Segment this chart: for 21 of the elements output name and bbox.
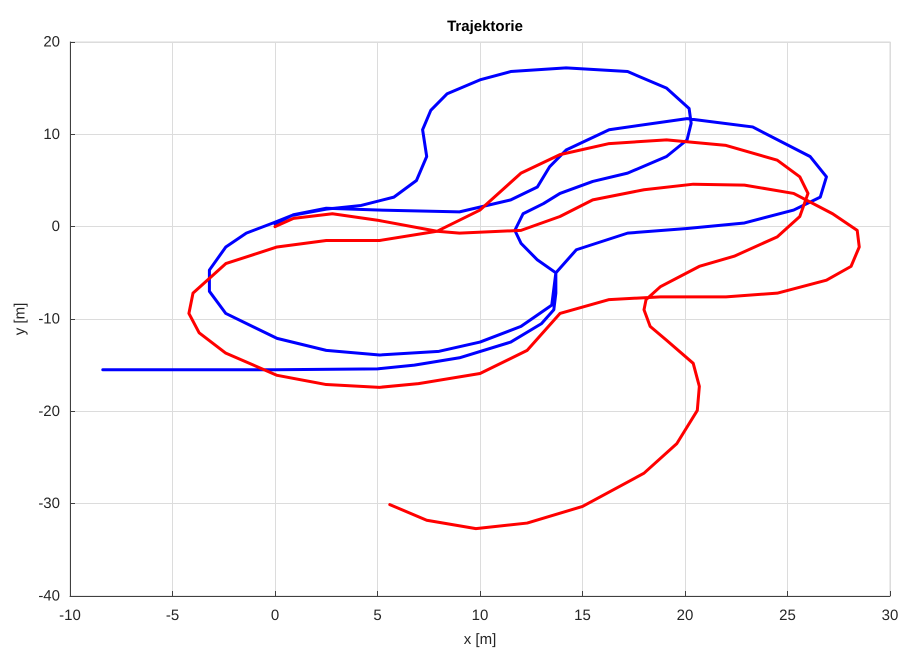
x-tick-label: 5 (373, 607, 382, 624)
y-tick-label: 0 (52, 218, 60, 236)
y-tick-label: -30 (38, 495, 60, 512)
y-tick-label: -20 (38, 402, 60, 420)
y-tick-label: 10 (43, 126, 60, 143)
x-axis-title: x [m] (464, 631, 496, 648)
x-tick-label: 0 (270, 607, 280, 624)
y-tick-label: -10 (38, 310, 60, 328)
x-tick-label: 20 (676, 607, 694, 624)
line-series (187, 138, 861, 530)
x-tick-label: 10 (472, 607, 488, 624)
y-tick-label: -40 (38, 588, 60, 604)
x-tick-label: -10 (59, 607, 81, 624)
x-tick-label: 25 (779, 607, 796, 624)
y-axis-title: y [m] (11, 302, 28, 336)
line-series (101, 66, 828, 372)
chart-title: Trajektorie (447, 18, 523, 35)
x-tick-label: 30 (882, 607, 898, 624)
x-tick-label: 15 (574, 607, 591, 624)
y-tick-label: 20 (43, 34, 60, 50)
x-tick-label: -5 (166, 607, 180, 624)
